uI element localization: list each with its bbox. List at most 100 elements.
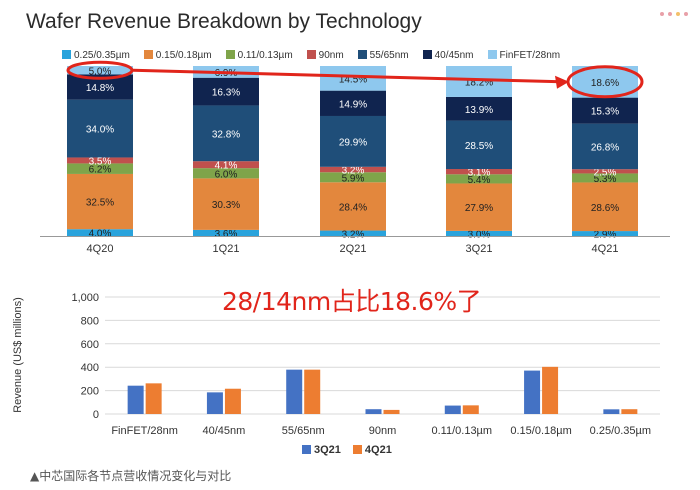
- stacked-segment: [572, 97, 638, 124]
- stacked-segment: [446, 96, 512, 121]
- segment-data-label: 5.4%: [468, 175, 491, 186]
- segment-data-label: 3.5%: [89, 156, 112, 167]
- segment-data-label: 2.5%: [594, 167, 617, 178]
- legend-swatch: [352, 445, 362, 454]
- stacked-segment: [320, 230, 386, 236]
- legend-label: 0.11/0.13µm: [237, 50, 293, 61]
- logo-dots-icon: [658, 6, 692, 24]
- segment-data-label: 32.8%: [212, 129, 240, 140]
- segment-data-label: 3.2%: [342, 229, 365, 240]
- stacked-segment: [572, 66, 638, 98]
- legend-label: FinFET/28nm: [499, 50, 561, 61]
- legend-item: 90nm: [306, 50, 344, 61]
- x-tick-label: 2Q21: [340, 243, 367, 255]
- segment-data-label: 3.1%: [468, 168, 491, 179]
- stacked-segment: [446, 120, 512, 170]
- stacked-segment: [446, 183, 512, 231]
- bar: [383, 409, 400, 414]
- bar: [145, 383, 162, 414]
- segment-data-label: 32.5%: [86, 198, 114, 209]
- stacked-segment: [193, 168, 259, 179]
- stacked-segment: [193, 66, 259, 78]
- bar: [365, 409, 382, 414]
- stacked-segment: [193, 178, 259, 230]
- segment-data-label: 5.3%: [594, 174, 617, 185]
- page-title: Wafer Revenue Breakdown by Technology: [26, 10, 422, 33]
- x-tick-label: 0.11/0.13µm: [432, 425, 493, 437]
- annotation-text: 28/14nm占比18.6%了: [222, 287, 482, 316]
- x-tick-label: 1Q21: [213, 243, 240, 255]
- segment-data-label: 18.6%: [591, 78, 619, 89]
- bar: [524, 370, 541, 414]
- segment-data-label: 4.0%: [89, 229, 112, 240]
- legend-label: 90nm: [318, 50, 344, 61]
- legend-swatch: [62, 50, 71, 59]
- legend-label: 40/45nm: [434, 50, 474, 61]
- stacked-segment: [446, 174, 512, 184]
- legend-label: 0.25/0.35µm: [74, 50, 130, 61]
- stacked-chart-legend: 0.25/0.35µm 0.15/0.18µm 0.11/0.13µm 90nm 55/…: [62, 50, 700, 64]
- segment-data-label: 14.8%: [86, 83, 114, 94]
- legend-item: 40/45nm: [422, 50, 474, 61]
- legend-item: 4Q21: [352, 444, 392, 456]
- stacked-segment: [572, 231, 638, 236]
- segment-data-label: 27.9%: [465, 203, 493, 214]
- segment-data-label: 2.9%: [594, 230, 617, 241]
- segment-data-label: 34.0%: [86, 125, 114, 136]
- legend-item: 0.25/0.35µm: [62, 50, 130, 61]
- stacked-segment: [67, 66, 133, 75]
- legend-label: 3Q21: [314, 444, 341, 456]
- segment-data-label: 6.2%: [89, 165, 112, 176]
- bar: [206, 392, 223, 414]
- stacked-segment: [446, 66, 512, 97]
- legend-label: 4Q21: [364, 444, 392, 456]
- stacked-segment: [320, 115, 386, 167]
- stacked-segment: [572, 173, 638, 183]
- bar-chart-legend: 3Q21 4Q21: [302, 444, 404, 456]
- segment-data-label: 14.9%: [339, 99, 367, 110]
- bar: [603, 409, 620, 414]
- stacked-segment: [320, 66, 386, 91]
- stacked-segment: [320, 90, 386, 116]
- legend-swatch: [225, 50, 235, 59]
- segment-data-label: 13.9%: [465, 105, 493, 116]
- stacked-segment: [572, 182, 638, 232]
- stacked-segment: [67, 229, 133, 236]
- stacked-segment: [67, 74, 133, 100]
- x-tick-label: 4Q21: [592, 243, 619, 255]
- x-tick-label: 40/45nm: [203, 425, 246, 437]
- x-tick-label: 0.25/0.35µm: [590, 425, 651, 437]
- stacked-segment: [320, 166, 386, 173]
- bar: [304, 369, 321, 414]
- x-tick-label: 90nm: [369, 425, 397, 437]
- x-tick-label: 0.15/0.18µm: [510, 425, 571, 437]
- stacked-segment: [572, 123, 638, 170]
- stacked-segment: [67, 99, 133, 158]
- legend-swatch: [422, 50, 432, 59]
- x-tick-label: 3Q21: [466, 243, 493, 255]
- caption: ▲中芯国际各节点营收情况变化与对比: [30, 469, 232, 483]
- stacked-segment: [193, 161, 259, 169]
- x-tick-label: 55/65nm: [282, 425, 325, 437]
- bar: [462, 405, 479, 414]
- stacked-segment: [193, 229, 259, 236]
- stacked-segment: [193, 77, 259, 106]
- legend-swatch: [143, 50, 153, 59]
- segment-data-label: 3.2%: [342, 166, 365, 177]
- legend-swatch: [357, 50, 367, 59]
- x-tick-label: FinFET/28nm: [111, 425, 178, 437]
- legend-label: 0.15/0.18µm: [155, 50, 212, 61]
- bar: [286, 369, 303, 414]
- segment-data-label: 5.9%: [342, 173, 365, 184]
- segment-data-label: 26.8%: [591, 142, 619, 153]
- stacked-segment: [572, 169, 638, 174]
- stacked-segment: [67, 173, 133, 230]
- bar: [224, 388, 241, 414]
- highlight-ellipse-4q21: [566, 65, 644, 99]
- y-tick-label: 0: [93, 409, 99, 421]
- segment-data-label: 28.5%: [465, 141, 493, 152]
- y-tick-label: 1,000: [71, 292, 99, 304]
- segment-data-label: 30.3%: [212, 200, 240, 211]
- bar: [127, 385, 144, 414]
- segment-data-label: 28.4%: [339, 202, 367, 213]
